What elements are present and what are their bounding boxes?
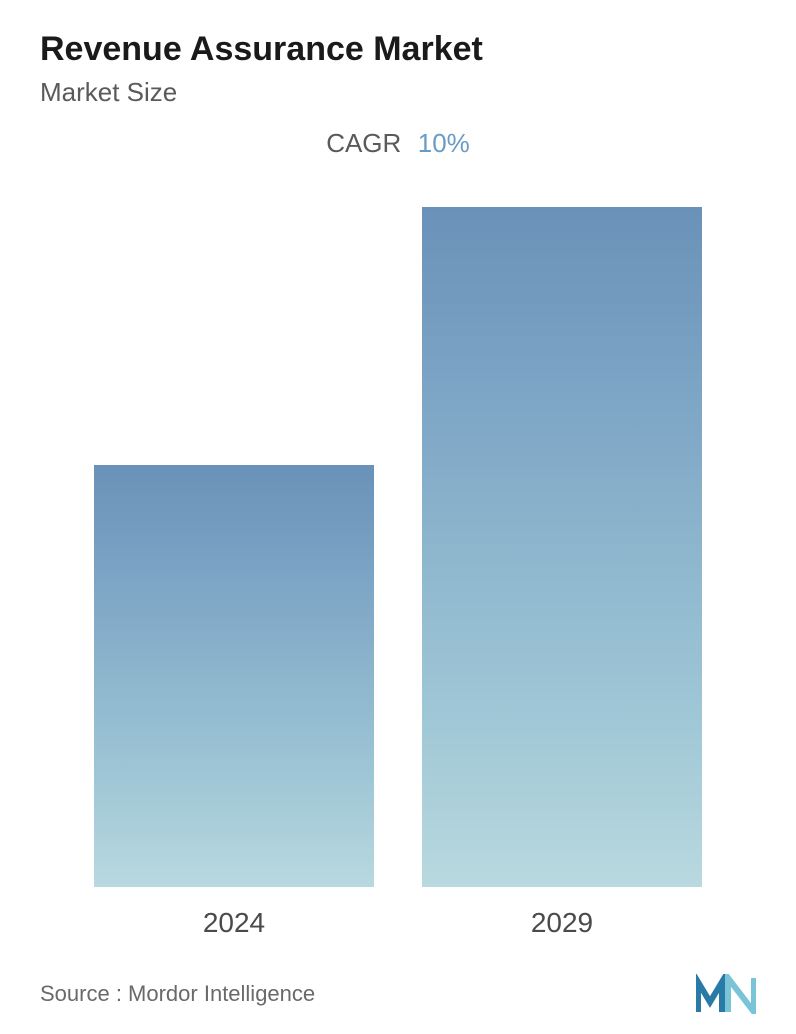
source-text: Source : Mordor Intelligence [40,981,315,1007]
chart-title: Revenue Assurance Market [40,30,756,69]
bar-label-2029: 2029 [531,907,593,939]
bar-chart: 2024 2029 [40,189,756,949]
bar-group-2024: 2024 [94,189,374,939]
bar-label-2024: 2024 [203,907,265,939]
cagr-section: CAGR 10% [40,128,756,159]
chart-container: Revenue Assurance Market Market Size CAG… [0,0,796,1034]
bar-2024 [94,465,374,887]
bar-group-2029: 2029 [422,189,702,939]
chart-subtitle: Market Size [40,77,756,108]
cagr-value: 10% [418,128,470,158]
cagr-label: CAGR [326,128,401,158]
chart-footer: Source : Mordor Intelligence [40,959,756,1014]
bar-2029 [422,207,702,887]
mordor-logo-icon [696,974,756,1014]
